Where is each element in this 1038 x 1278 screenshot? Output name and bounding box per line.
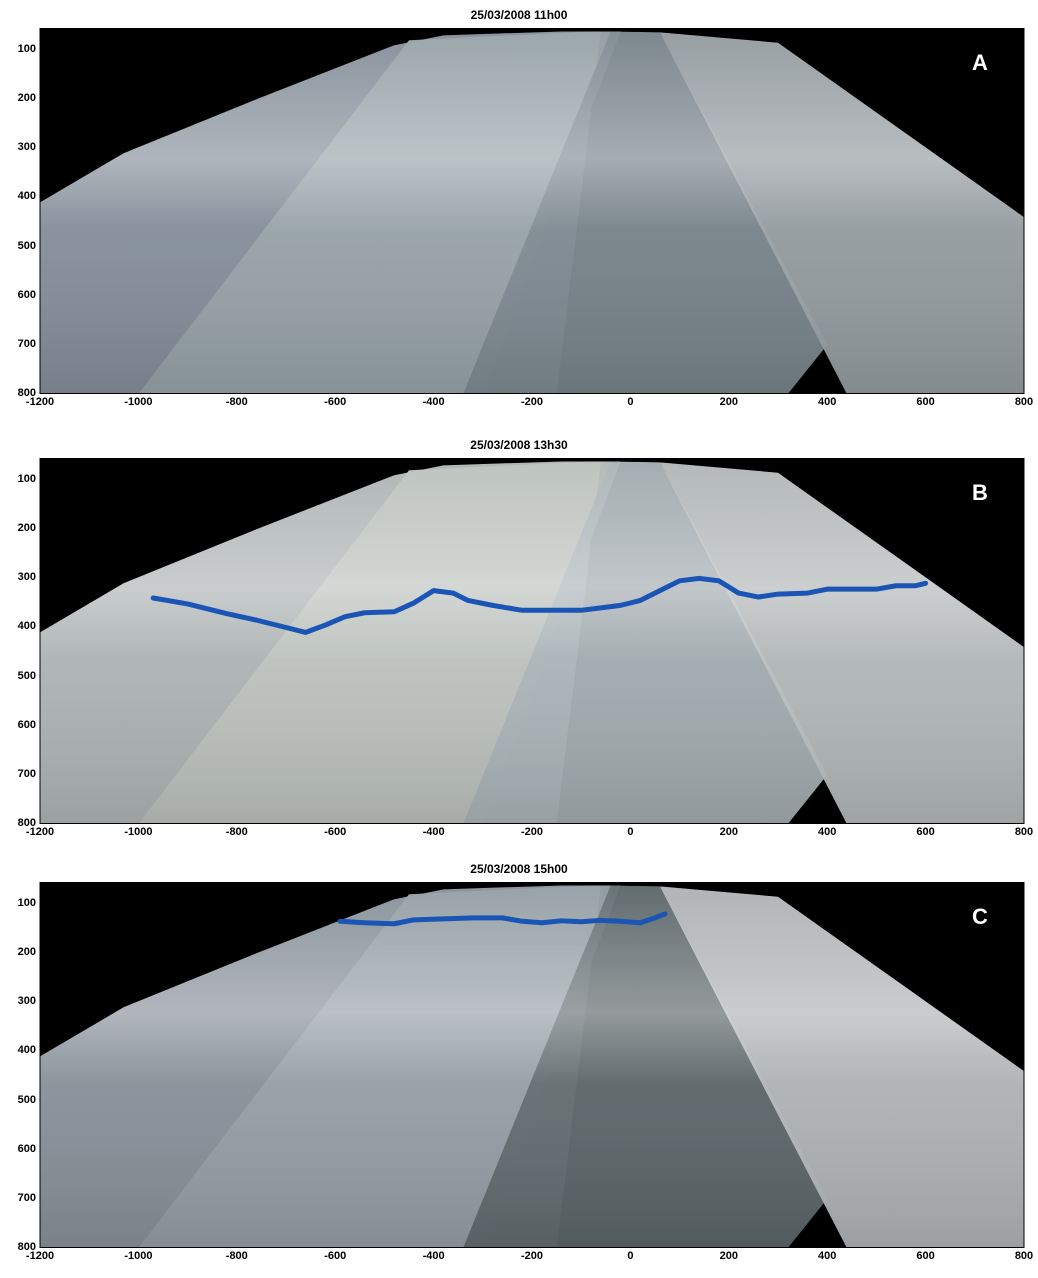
x-tick-label: 400 bbox=[818, 1250, 837, 1262]
x-tick-label: -1200 bbox=[25, 826, 55, 838]
panel-letter: C bbox=[972, 904, 988, 929]
x-tick-label: 800 bbox=[1014, 396, 1034, 408]
y-tick-label: 400 bbox=[17, 190, 36, 203]
image-plot bbox=[39, 882, 1025, 1248]
x-tick-label: -200 bbox=[520, 396, 544, 408]
image-strip-shading bbox=[463, 461, 828, 824]
y-tick-label: 800 bbox=[17, 817, 36, 829]
x-tick-label: 0 bbox=[627, 1250, 634, 1262]
x-tick-label: 0 bbox=[627, 826, 634, 838]
x-tick-label: 400 bbox=[818, 826, 837, 838]
shoreline-line bbox=[150, 575, 929, 635]
y-tick-label: 600 bbox=[17, 1142, 36, 1155]
x-tick-label: -200 bbox=[520, 1250, 544, 1262]
y-tick-label: 100 bbox=[17, 43, 36, 56]
plot-border bbox=[39, 458, 1025, 824]
x-tick-label: 600 bbox=[916, 826, 935, 838]
image-strip-shading bbox=[463, 885, 828, 1248]
image-plot bbox=[39, 458, 1025, 824]
image-strip-shading bbox=[463, 31, 828, 394]
y-tick-label: 300 bbox=[17, 141, 36, 154]
panel-a: 25/03/2008 11h00 A 100 200 300 400 500 600 700 80… bbox=[0, 8, 1038, 424]
x-tick-label: 800 bbox=[1014, 1250, 1034, 1262]
x-tick-label: -400 bbox=[422, 396, 445, 408]
y-tick-label: 600 bbox=[17, 288, 36, 301]
panel-title: 25/03/2008 11h00 bbox=[470, 8, 568, 22]
x-tick-label: -200 bbox=[520, 826, 544, 838]
image-plot bbox=[39, 28, 1025, 394]
y-tick-label: 200 bbox=[17, 92, 36, 105]
x-tick-label: 800 bbox=[1014, 826, 1034, 838]
x-tick-label: -1200 bbox=[25, 1250, 55, 1262]
x-tick-label: -600 bbox=[324, 826, 347, 838]
y-tick-label: 700 bbox=[17, 337, 36, 350]
x-tick-label: -1000 bbox=[124, 826, 153, 838]
y-tick-label: 100 bbox=[17, 897, 36, 910]
plot-border bbox=[39, 882, 1025, 1248]
x-tick-label: -800 bbox=[225, 1250, 248, 1262]
y-tick-label: 500 bbox=[17, 239, 36, 252]
panel-title: 25/03/2008 13h30 bbox=[470, 438, 568, 452]
y-tick-label: 500 bbox=[17, 1093, 36, 1106]
image-strip-shading bbox=[659, 462, 1024, 824]
y-tick-label: 400 bbox=[17, 620, 36, 633]
x-tick-label: 600 bbox=[916, 396, 935, 408]
y-tick-label: 200 bbox=[17, 946, 36, 959]
y-tick-label: 700 bbox=[17, 1191, 36, 1204]
x-tick-label: -1000 bbox=[124, 1250, 153, 1262]
y-tick-label: 100 bbox=[17, 473, 36, 486]
panel-c: 25/03/2008 15h00 C 100 200 300 400 500 600 700 80… bbox=[0, 862, 1038, 1278]
x-tick-label: 600 bbox=[916, 1250, 935, 1262]
panel-b: 25/03/2008 13h30 B 100 200 300 400 500 600 700 80… bbox=[0, 438, 1038, 854]
y-tick-label: 800 bbox=[17, 387, 36, 399]
x-tick-label: -800 bbox=[225, 826, 248, 838]
panel-title: 25/03/2008 15h00 bbox=[470, 862, 568, 876]
x-tick-label: -400 bbox=[422, 826, 445, 838]
x-tick-label: 200 bbox=[719, 396, 738, 408]
x-tick-label: -600 bbox=[324, 1250, 347, 1262]
x-tick-label: -400 bbox=[422, 1250, 445, 1262]
x-tick-label: -600 bbox=[324, 396, 347, 408]
image-strip-shading bbox=[659, 32, 1024, 394]
y-tick-label: 700 bbox=[17, 767, 36, 780]
y-tick-label: 600 bbox=[17, 718, 36, 731]
panel-letter: A bbox=[972, 50, 988, 75]
x-tick-label: -800 bbox=[225, 396, 248, 408]
plot-border bbox=[39, 28, 1025, 394]
x-tick-label: 200 bbox=[719, 1250, 738, 1262]
image-strip-shading bbox=[659, 886, 1024, 1248]
x-tick-label: 400 bbox=[818, 396, 837, 408]
y-tick-label: 500 bbox=[17, 669, 36, 682]
y-tick-label: 300 bbox=[17, 571, 36, 584]
panel-letter: B bbox=[972, 480, 988, 505]
shoreline-line bbox=[337, 911, 668, 927]
y-tick-label: 400 bbox=[17, 1044, 36, 1057]
x-tick-label: -1000 bbox=[124, 396, 153, 408]
x-tick-label: -1200 bbox=[25, 396, 55, 408]
y-tick-label: 300 bbox=[17, 995, 36, 1008]
y-tick-label: 200 bbox=[17, 522, 36, 535]
x-tick-label: 0 bbox=[627, 396, 634, 408]
x-tick-label: 200 bbox=[719, 826, 738, 838]
y-tick-label: 800 bbox=[17, 1241, 36, 1253]
